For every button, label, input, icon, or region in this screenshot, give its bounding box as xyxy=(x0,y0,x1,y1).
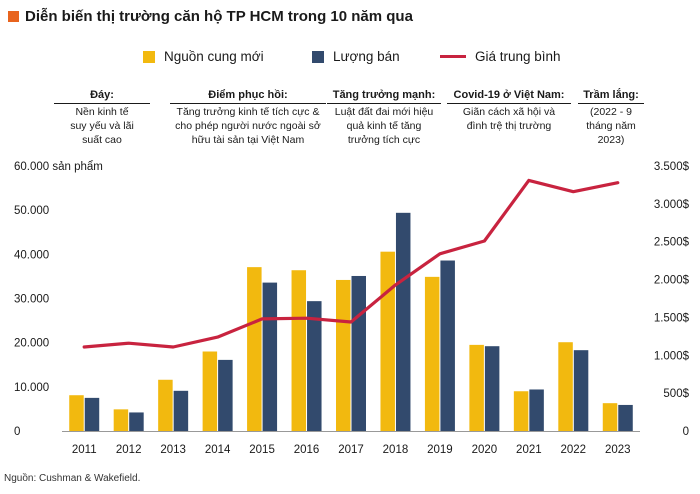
bar-sold xyxy=(351,275,366,431)
y-left-tick-label: 30.000 xyxy=(14,294,49,306)
bar-supply xyxy=(380,251,395,431)
y-left-tick-label: 10.000 xyxy=(14,382,49,394)
annotation-text: Nền kinh tế suy yếu và lãi suất cao xyxy=(70,106,134,146)
legend-swatch-sold xyxy=(312,50,324,63)
y-left-tick-label: 50.000 xyxy=(14,205,49,217)
bar-sold xyxy=(262,282,278,431)
x-tick-label: 2017 xyxy=(338,444,364,456)
x-tick-label: 2020 xyxy=(472,444,498,456)
chart-legend: Nguồn cung mới Lượng bán Giá trung bình xyxy=(0,49,700,69)
x-tick-label: 2018 xyxy=(383,444,409,456)
bar-supply xyxy=(558,342,573,431)
y-right-tick-label: 1.500$ xyxy=(654,312,690,324)
legend-swatch-price xyxy=(440,55,466,58)
bar-sold xyxy=(440,260,455,431)
bar-supply xyxy=(291,270,307,431)
y-right-tick-label: 3.500$ xyxy=(654,161,690,173)
bar-sold xyxy=(129,412,144,431)
bar-sold xyxy=(307,301,322,431)
annotation-bottom: Đáy: Nền kinh tế suy yếu và lãi suất cao xyxy=(54,88,150,147)
y-left-tick-label: 0 xyxy=(14,426,20,438)
bar-supply xyxy=(158,379,173,431)
legend-item-supply: Nguồn cung mới xyxy=(143,49,264,64)
y-right-tick-label: 2.000$ xyxy=(654,275,690,287)
annotation-heading: Covid-19 ở Việt Nam: xyxy=(447,88,571,104)
bar-supply xyxy=(336,279,351,431)
bar-supply xyxy=(602,403,618,431)
x-tick-label: 2012 xyxy=(116,444,142,456)
bar-supply xyxy=(113,409,129,431)
y-right-tick-label: 2.500$ xyxy=(654,237,690,249)
legend-item-price: Giá trung bình xyxy=(440,49,561,64)
x-tick-label: 2022 xyxy=(561,444,587,456)
bar-supply xyxy=(247,267,262,431)
bar-supply xyxy=(469,344,484,431)
bar-sold xyxy=(529,389,544,431)
bar-sold xyxy=(618,404,633,431)
annotation-heading: Đáy: xyxy=(54,88,150,104)
bar-sold xyxy=(173,390,189,431)
x-tick-label: 2016 xyxy=(294,444,320,456)
bar-sold xyxy=(84,397,100,431)
legend-swatch-supply xyxy=(143,50,155,63)
title-accent-square xyxy=(8,11,19,22)
bar-supply xyxy=(424,276,440,431)
legend-label-supply: Nguồn cung mới xyxy=(164,49,264,64)
annotation-text: Luật đất đai mới hiệu quả kinh tế tăng t… xyxy=(334,106,434,146)
y-left-tick-label: 20.000 xyxy=(14,338,49,350)
annotation-heading: Trầm lắng: xyxy=(578,88,644,104)
annotation-covid: Covid-19 ở Việt Nam: Giãn cách xã hội và… xyxy=(447,88,571,133)
annotation-text: (2022 - 9 tháng năm 2023) xyxy=(586,106,636,146)
legend-label-price: Giá trung bình xyxy=(475,49,561,64)
y-left-tick-label: 60.000 sản phẩm xyxy=(14,161,103,173)
y-left-tick-label: 40.000 xyxy=(14,249,49,261)
bar-supply xyxy=(513,391,529,431)
legend-label-sold: Lượng bán xyxy=(333,49,400,64)
y-right-tick-label: 500$ xyxy=(663,388,689,400)
annotation-text: Tăng trưởng kinh tế tích cực & cho phép … xyxy=(175,106,321,146)
annotation-heading: Tăng trưởng mạnh: xyxy=(327,88,441,104)
x-tick-label: 2014 xyxy=(205,444,231,456)
y-right-tick-label: 1.000$ xyxy=(654,350,690,362)
y-right-tick-label: 0 xyxy=(683,426,689,438)
bar-supply xyxy=(69,395,84,431)
bar-supply xyxy=(202,351,218,431)
annotation-text: Giãn cách xã hội và đình trệ thị trường xyxy=(462,106,556,132)
annotation-heading: Điểm phục hồi: xyxy=(170,88,326,104)
bar-sold xyxy=(395,212,411,431)
title-bar: Diễn biến thị trường căn hộ TP HCM trong… xyxy=(8,8,413,25)
x-tick-label: 2015 xyxy=(249,444,275,456)
legend-item-sold: Lượng bán xyxy=(312,49,400,64)
bar-sold xyxy=(484,346,500,431)
x-tick-label: 2023 xyxy=(605,444,631,456)
annotation-slowdown: Trầm lắng: (2022 - 9 tháng năm 2023) xyxy=(578,88,644,147)
y-right-tick-label: 3.000$ xyxy=(654,199,690,211)
bar-sold xyxy=(573,350,589,431)
line-price xyxy=(82,178,620,349)
x-tick-label: 2021 xyxy=(516,444,542,456)
bar-sold xyxy=(218,359,233,431)
page-title: Diễn biến thị trường căn hộ TP HCM trong… xyxy=(25,8,413,25)
x-tick-label: 2011 xyxy=(72,444,97,456)
annotation-strong-growth: Tăng trưởng mạnh: Luật đất đai mới hiệu … xyxy=(327,88,441,147)
annotation-recovery: Điểm phục hồi: Tăng trưởng kinh tế tích … xyxy=(170,88,326,147)
x-tick-label: 2013 xyxy=(160,444,186,456)
source-note: Nguồn: Cushman & Wakefield. xyxy=(4,473,141,484)
x-tick-label: 2019 xyxy=(427,444,453,456)
